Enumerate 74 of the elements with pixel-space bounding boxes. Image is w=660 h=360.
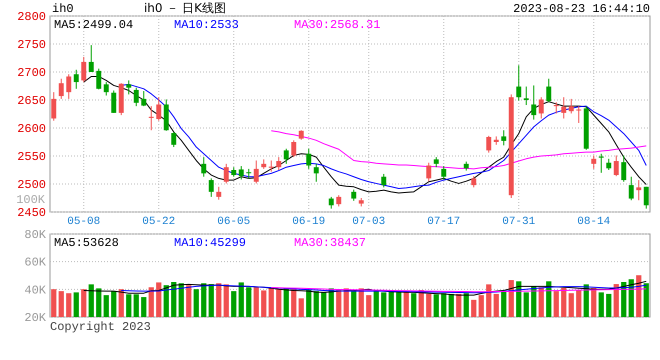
y-tick-label: 40K <box>24 283 47 298</box>
y-tick-label: 2800 <box>17 10 46 24</box>
candlestick <box>51 92 56 122</box>
x-tick-label: 08-14 <box>577 216 611 228</box>
x-tick-label: 07-03 <box>352 216 386 228</box>
candlestick <box>546 78 552 103</box>
candlestick <box>254 160 259 184</box>
y-tick-label: 2750 <box>17 38 46 52</box>
y-tick-label: 2550 <box>17 150 46 164</box>
candlestick <box>426 162 432 182</box>
text: MA5:2499.04 <box>54 18 134 32</box>
candlestick <box>628 176 634 201</box>
candlestick <box>268 160 274 172</box>
y-tick-label: 2650 <box>17 94 46 108</box>
candlestick <box>74 69 79 90</box>
candlestick <box>171 131 176 148</box>
candlestick <box>66 74 72 100</box>
candlestick <box>434 156 439 168</box>
candlestick <box>644 186 649 210</box>
candlestick <box>291 140 296 158</box>
candlestick <box>134 87 139 107</box>
text: MA30:2568.31 <box>294 18 380 32</box>
line-series <box>120 284 647 294</box>
x-tick-label: 07-17 <box>427 216 460 228</box>
candlestick <box>58 78 64 100</box>
candlestick <box>224 163 229 184</box>
candlestick <box>201 156 206 178</box>
text: MA10:45299 <box>174 236 246 250</box>
candlestick <box>111 90 116 114</box>
candlestick <box>561 96 566 119</box>
candlestick <box>96 68 102 90</box>
candlestick <box>516 64 522 102</box>
candlestick <box>156 96 162 122</box>
candlestick <box>591 154 596 170</box>
candlestick <box>208 178 214 198</box>
line-series <box>83 280 647 296</box>
x-tick-label: 05-22 <box>142 216 176 228</box>
candlestick <box>576 106 582 124</box>
candlestick <box>621 154 626 182</box>
candlestick <box>231 166 236 178</box>
candlestick <box>81 56 86 83</box>
candlestick <box>501 130 506 146</box>
y-tick-label: 20K <box>24 311 47 325</box>
chart-title: ih0 － 日K线图 <box>144 1 226 15</box>
candlestick <box>614 154 619 177</box>
candlestick <box>328 196 334 210</box>
candlestick <box>538 96 544 119</box>
x-tick-label: 05-08 <box>67 216 100 228</box>
y-tick-label: 2700 <box>17 66 46 80</box>
x-tick-label: 07-31 <box>502 216 536 228</box>
annotation: ih0 <box>52 2 74 16</box>
text: MA10:2533 <box>174 18 239 32</box>
y-tick-label: 2600 <box>17 122 46 136</box>
annotation: 2023-08-23 16:44:10 <box>513 2 650 16</box>
candlestick <box>531 84 536 120</box>
candlestick <box>314 163 319 182</box>
candlestick <box>381 173 386 188</box>
candlestick <box>568 98 574 114</box>
y-tick-label: 2450 <box>17 206 46 220</box>
x-tick-label: 06-19 <box>292 216 326 228</box>
text: Copyright 2023 <box>50 320 151 334</box>
x-tick-label: 06-05 <box>217 216 250 228</box>
candlestick <box>486 135 492 154</box>
candlestick <box>216 186 222 200</box>
text: MA30:38437 <box>294 236 366 250</box>
text: MA5:53628 <box>54 236 119 250</box>
y-tick-label: 60K <box>24 256 47 270</box>
y-tick-label: 80K <box>24 228 47 242</box>
y-tick-label: 2500 <box>17 178 46 192</box>
candlestick <box>284 148 289 164</box>
candlestick <box>606 158 612 170</box>
candlestick <box>246 168 252 179</box>
text: 100K <box>16 193 46 207</box>
candlestick <box>88 44 94 72</box>
